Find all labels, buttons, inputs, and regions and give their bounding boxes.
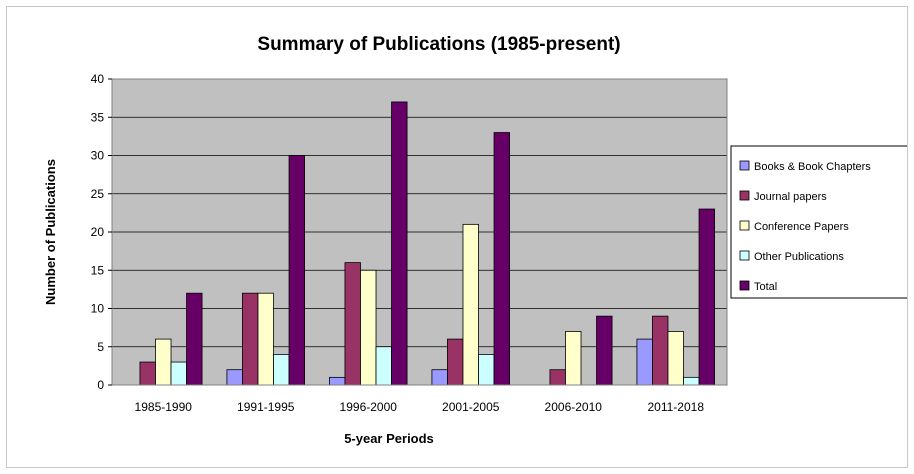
bar: [431, 369, 448, 386]
bar: [155, 338, 172, 386]
bar: [596, 315, 613, 386]
bar: [288, 155, 305, 386]
legend-label: Conference Papers: [754, 221, 849, 233]
bar: [462, 223, 479, 386]
bar-chart: Summary of Publications (1985-present) 0…: [43, 34, 907, 446]
bar: [493, 132, 510, 386]
bar: [698, 208, 715, 386]
x-tick-label: 2011-2018: [648, 400, 705, 414]
x-tick-label: 2006-2010: [545, 400, 603, 414]
chart-frame: Summary of Publications (1985-present) 0…: [6, 6, 908, 468]
x-tick-label: 1991-1995: [237, 400, 295, 414]
bar: [329, 376, 346, 386]
x-tick-label: 1985-1990: [135, 400, 193, 414]
bar: [478, 353, 495, 386]
legend-label: Total: [754, 281, 777, 293]
bar: [447, 338, 464, 386]
legend: Books & Book Chapters Journal papers Confe…: [730, 145, 907, 299]
bar: [683, 376, 700, 386]
bar: [344, 262, 361, 386]
x-axis-label: 5-year Periods: [344, 431, 434, 446]
y-axis-label: Number of Publications: [43, 159, 58, 305]
legend-swatch: [739, 220, 750, 231]
legend-label: Books & Book Chapters: [754, 161, 871, 173]
legend-label: Other Publications: [754, 251, 844, 263]
bar: [636, 338, 653, 386]
bar: [139, 361, 156, 386]
legend-items: Books & Book Chapters Journal papers Confe…: [739, 160, 871, 293]
bar: [257, 292, 274, 386]
bar: [667, 331, 684, 386]
legend-swatch: [739, 280, 750, 291]
y-axis-ticks: 0 5 10 15 20 25 30 35 40: [91, 72, 112, 392]
legend-swatch: [739, 160, 750, 171]
y-tick-label: 35: [91, 110, 105, 124]
x-tick-label: 2001-2005: [442, 400, 500, 414]
x-tick-label: 1996-2000: [340, 400, 398, 414]
bars: [139, 101, 715, 386]
chart-title: Summary of Publications (1985-present): [257, 34, 620, 55]
y-tick-label: 40: [91, 72, 105, 86]
gridlines: [112, 116, 727, 348]
y-tick-label: 0: [97, 378, 104, 392]
bar: [391, 101, 408, 386]
bar: [565, 331, 582, 386]
x-axis-ticks: 1985-1990 1991-1995 1996-2000 2001-2005 2006…: [135, 400, 705, 414]
bar: [375, 346, 392, 386]
y-tick-label: 20: [91, 225, 105, 239]
legend-swatch: [739, 190, 750, 201]
y-tick-label: 10: [91, 302, 105, 316]
bar: [170, 361, 187, 386]
bar: [242, 292, 259, 386]
y-tick-label: 30: [91, 149, 105, 163]
bar: [549, 369, 566, 386]
y-tick-label: 25: [91, 187, 105, 201]
bar: [652, 315, 669, 386]
bar: [360, 269, 377, 386]
y-tick-label: 5: [97, 340, 104, 354]
legend-label: Journal papers: [754, 191, 827, 203]
bar: [273, 353, 290, 386]
legend-swatch: [739, 250, 750, 261]
y-tick-label: 15: [91, 263, 105, 277]
bar: [226, 369, 243, 386]
bar: [186, 292, 203, 386]
legend-box: [730, 145, 907, 299]
